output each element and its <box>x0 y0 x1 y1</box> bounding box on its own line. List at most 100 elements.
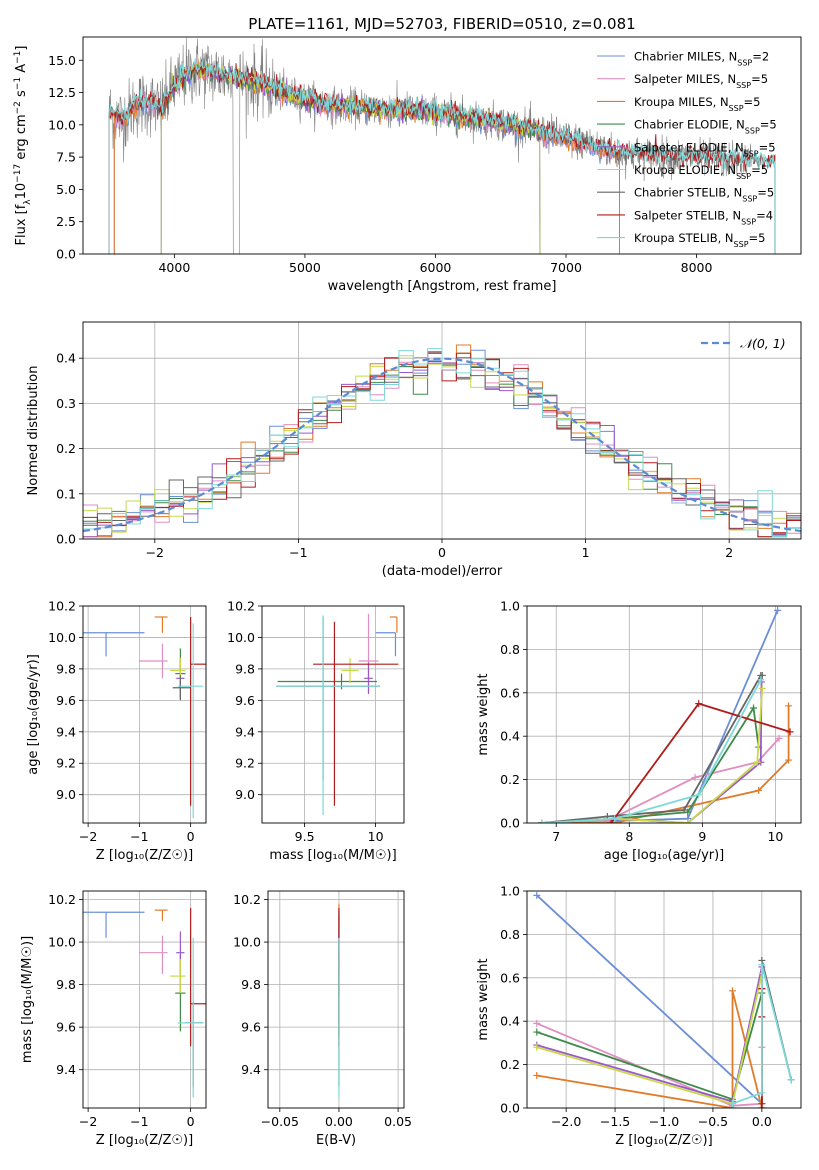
weight-marker <box>533 1028 541 1036</box>
x-tick-label: −1 <box>130 1114 148 1129</box>
y-axis-label-part: 10 <box>14 183 29 200</box>
age_vs_Z-points <box>83 616 206 819</box>
x-tick-label: −1.5 <box>600 1114 630 1129</box>
y-tick-label: 9.6 <box>56 1020 76 1035</box>
errorbar-point <box>341 657 359 684</box>
legend-series-name: Chabrier ELODIE, N <box>634 118 745 132</box>
y-tick-label: 9.8 <box>235 661 255 676</box>
x-tick-label: −1 <box>130 829 148 844</box>
errorbar-point <box>170 657 186 684</box>
errorbar-point <box>185 1001 204 1087</box>
y-tick-label: 12.5 <box>48 85 76 100</box>
x-tick-label: 2 <box>725 545 733 560</box>
weight-series <box>541 681 763 823</box>
errorbar-point <box>83 632 145 657</box>
y-tick-label: 9.6 <box>241 1020 261 1035</box>
y-tick-label: 10.0 <box>233 935 261 950</box>
y-tick-label: 10.2 <box>48 892 76 907</box>
y-tick-label: 0.3 <box>56 396 76 411</box>
errorbar-point <box>139 643 168 679</box>
errorbar-point <box>177 623 204 819</box>
weight_vs_age-frame <box>526 605 802 824</box>
histogram-lines <box>83 344 801 539</box>
mass_vs_EBV-axes: −0.05 0.00 0.05 9.4 9.6 9.8 10.0 10.2 E(B-V) <box>233 891 412 1148</box>
legend-ssp-sub: SSP <box>736 172 751 181</box>
weight-series <box>541 674 763 823</box>
y-tick-label: 0.0 <box>500 1101 520 1116</box>
y-axis-label-part: −1 <box>13 77 23 90</box>
errorbar-point <box>276 615 380 816</box>
weight-series <box>536 894 763 1105</box>
y-tick-label: 9.4 <box>56 724 76 739</box>
legend-label: 𝒩(0, 1) <box>740 336 786 351</box>
y-tick-label: 10.0 <box>48 630 76 645</box>
y-tick-label: 10.0 <box>48 935 76 950</box>
y-tick-label: 5.0 <box>56 182 76 197</box>
legend-ssp-count: =5 <box>744 95 761 109</box>
normal-curve <box>83 357 801 533</box>
legend-label: Salpeter MILES, NSSP=5 <box>634 72 768 90</box>
weight_vs_Z-axes: −2.0 −1.5 −1.0 −0.5 0.0 0.0 0.2 0.4 0.6 0.8 1.0 Z [… <box>476 884 801 1148</box>
weight-marker <box>695 700 703 708</box>
weight-marker <box>533 1071 541 1079</box>
errorbar-point <box>276 617 380 781</box>
model-spectrum <box>113 63 620 254</box>
x-tick-label: 9 <box>698 829 706 844</box>
y-axis-label: mass [log₁₀(M/M☉)] <box>20 936 35 1063</box>
weight-series <box>541 679 762 823</box>
weight-marker <box>729 1100 736 1108</box>
weight-marker <box>533 891 541 899</box>
errorbar-point <box>313 621 399 806</box>
legend-ssp-count: =5 <box>751 72 768 86</box>
legend-label: Kroupa ELODIE, NSSP=5 <box>634 163 768 181</box>
errorbar-point <box>83 911 145 938</box>
y-tick-label: 10.0 <box>227 630 255 645</box>
legend-series-name: Salpeter MILES, N <box>634 72 736 86</box>
x-tick-label: 0 <box>438 545 446 560</box>
x-tick-label: 10 <box>767 829 783 844</box>
x-tick-label: 5000 <box>289 260 321 275</box>
y-tick-label: 0.8 <box>500 927 520 942</box>
mass_vs_Z-points <box>83 908 206 1098</box>
errorbar-point <box>277 673 378 690</box>
legend-label: Salpeter STELIB, NSSP=4 <box>634 208 773 226</box>
y-axis-label-part: Flux [f <box>14 204 29 245</box>
weight-marker <box>758 1104 766 1108</box>
y-axis-label-part: A <box>14 64 29 77</box>
x-tick-label: 8 <box>625 829 633 844</box>
errorbar-point <box>170 959 186 994</box>
y-axis-label: Normed distribution <box>26 366 41 496</box>
weight-marker <box>775 734 783 742</box>
weight-marker <box>755 786 763 794</box>
legend-series-name: Chabrier STELIB, N <box>634 186 742 200</box>
weight-series <box>536 992 763 1101</box>
errorbar-point <box>389 616 398 633</box>
x-tick-label: 7000 <box>550 260 582 275</box>
legend-ssp-count: =5 <box>751 163 768 177</box>
weight-marker <box>684 819 692 823</box>
weight_vs_Z-frame <box>526 890 802 1109</box>
y-tick-label: 0.0 <box>500 816 520 831</box>
weight-marker <box>729 987 736 995</box>
y-tick-label: 9.8 <box>241 977 261 992</box>
legend-ssp-sub: SSP <box>736 81 751 90</box>
legend-ssp-sub: SSP <box>737 58 752 67</box>
y-tick-label: 0.2 <box>500 772 520 787</box>
x-tick-label: 9.5 <box>295 829 315 844</box>
x-tick-label: 7 <box>552 829 560 844</box>
age_vs_mass-frame <box>261 605 405 824</box>
x-tick-label: −0.05 <box>261 1114 299 1129</box>
x-axis-label: mass [log₁₀(M/M☉)] <box>269 848 396 863</box>
y-tick-label: 9.4 <box>241 1062 261 1077</box>
x-tick-label: −2 <box>146 545 164 560</box>
age_vs_mass-points <box>276 613 399 816</box>
y-tick-label: 9.0 <box>235 787 255 802</box>
errorbar-point <box>154 616 168 633</box>
x-tick-label: 8000 <box>681 260 713 275</box>
x-tick-label: 1 <box>582 545 590 560</box>
y-tick-label: 0.0 <box>56 532 76 547</box>
weight_vs_age-lines <box>538 606 794 823</box>
y-axis-label-part: ] <box>14 46 29 51</box>
spectrum-lines <box>108 37 776 254</box>
legend-label: Chabrier ELODIE, NSSP=5 <box>634 118 777 136</box>
